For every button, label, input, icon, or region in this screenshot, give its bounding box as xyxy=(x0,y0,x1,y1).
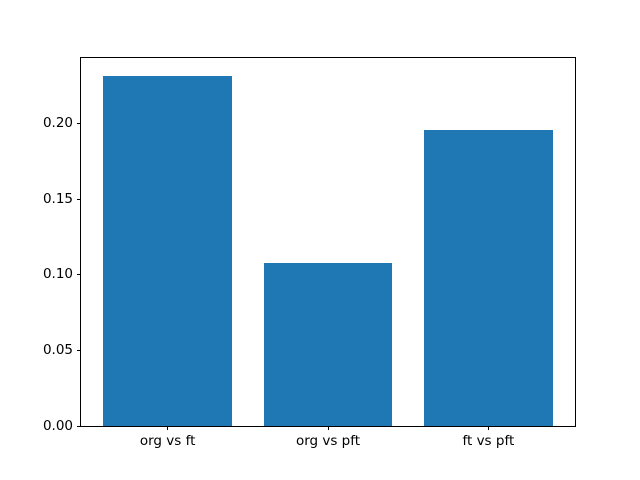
bar-ft-vs-pft xyxy=(424,129,553,426)
y-tick-0.05 xyxy=(77,349,81,351)
x-tick-ft-vs-pft xyxy=(487,426,489,430)
y-tick-label-0.00: 0.00 xyxy=(42,417,73,434)
x-tick-label-org-vs-pft: org vs pft xyxy=(295,433,361,449)
x-tick-org-vs-ft xyxy=(167,426,169,430)
y-tick-0.20 xyxy=(77,123,81,125)
x-tick-label-ft-vs-pft: ft vs pft xyxy=(462,433,515,449)
y-tick-label-0.05: 0.05 xyxy=(42,341,73,358)
bar-org-vs-ft xyxy=(103,75,232,426)
y-tick-0.00 xyxy=(77,425,81,427)
plot-area: org vs ft org vs pft ft vs pft 0.00 0.05 0.10… xyxy=(43,57,576,449)
y-tick-label-0.15: 0.15 xyxy=(42,190,73,207)
y-tick-0.10 xyxy=(77,274,81,276)
x-tick-label-org-vs-ft: org vs ft xyxy=(139,433,196,449)
bar-org-vs-pft xyxy=(263,262,393,426)
y-tick-label-0.20: 0.20 xyxy=(42,115,73,132)
x-tick-org-vs-pft xyxy=(327,426,329,430)
y-tick-0.15 xyxy=(77,198,81,200)
y-tick-label-0.10: 0.10 xyxy=(42,266,73,283)
